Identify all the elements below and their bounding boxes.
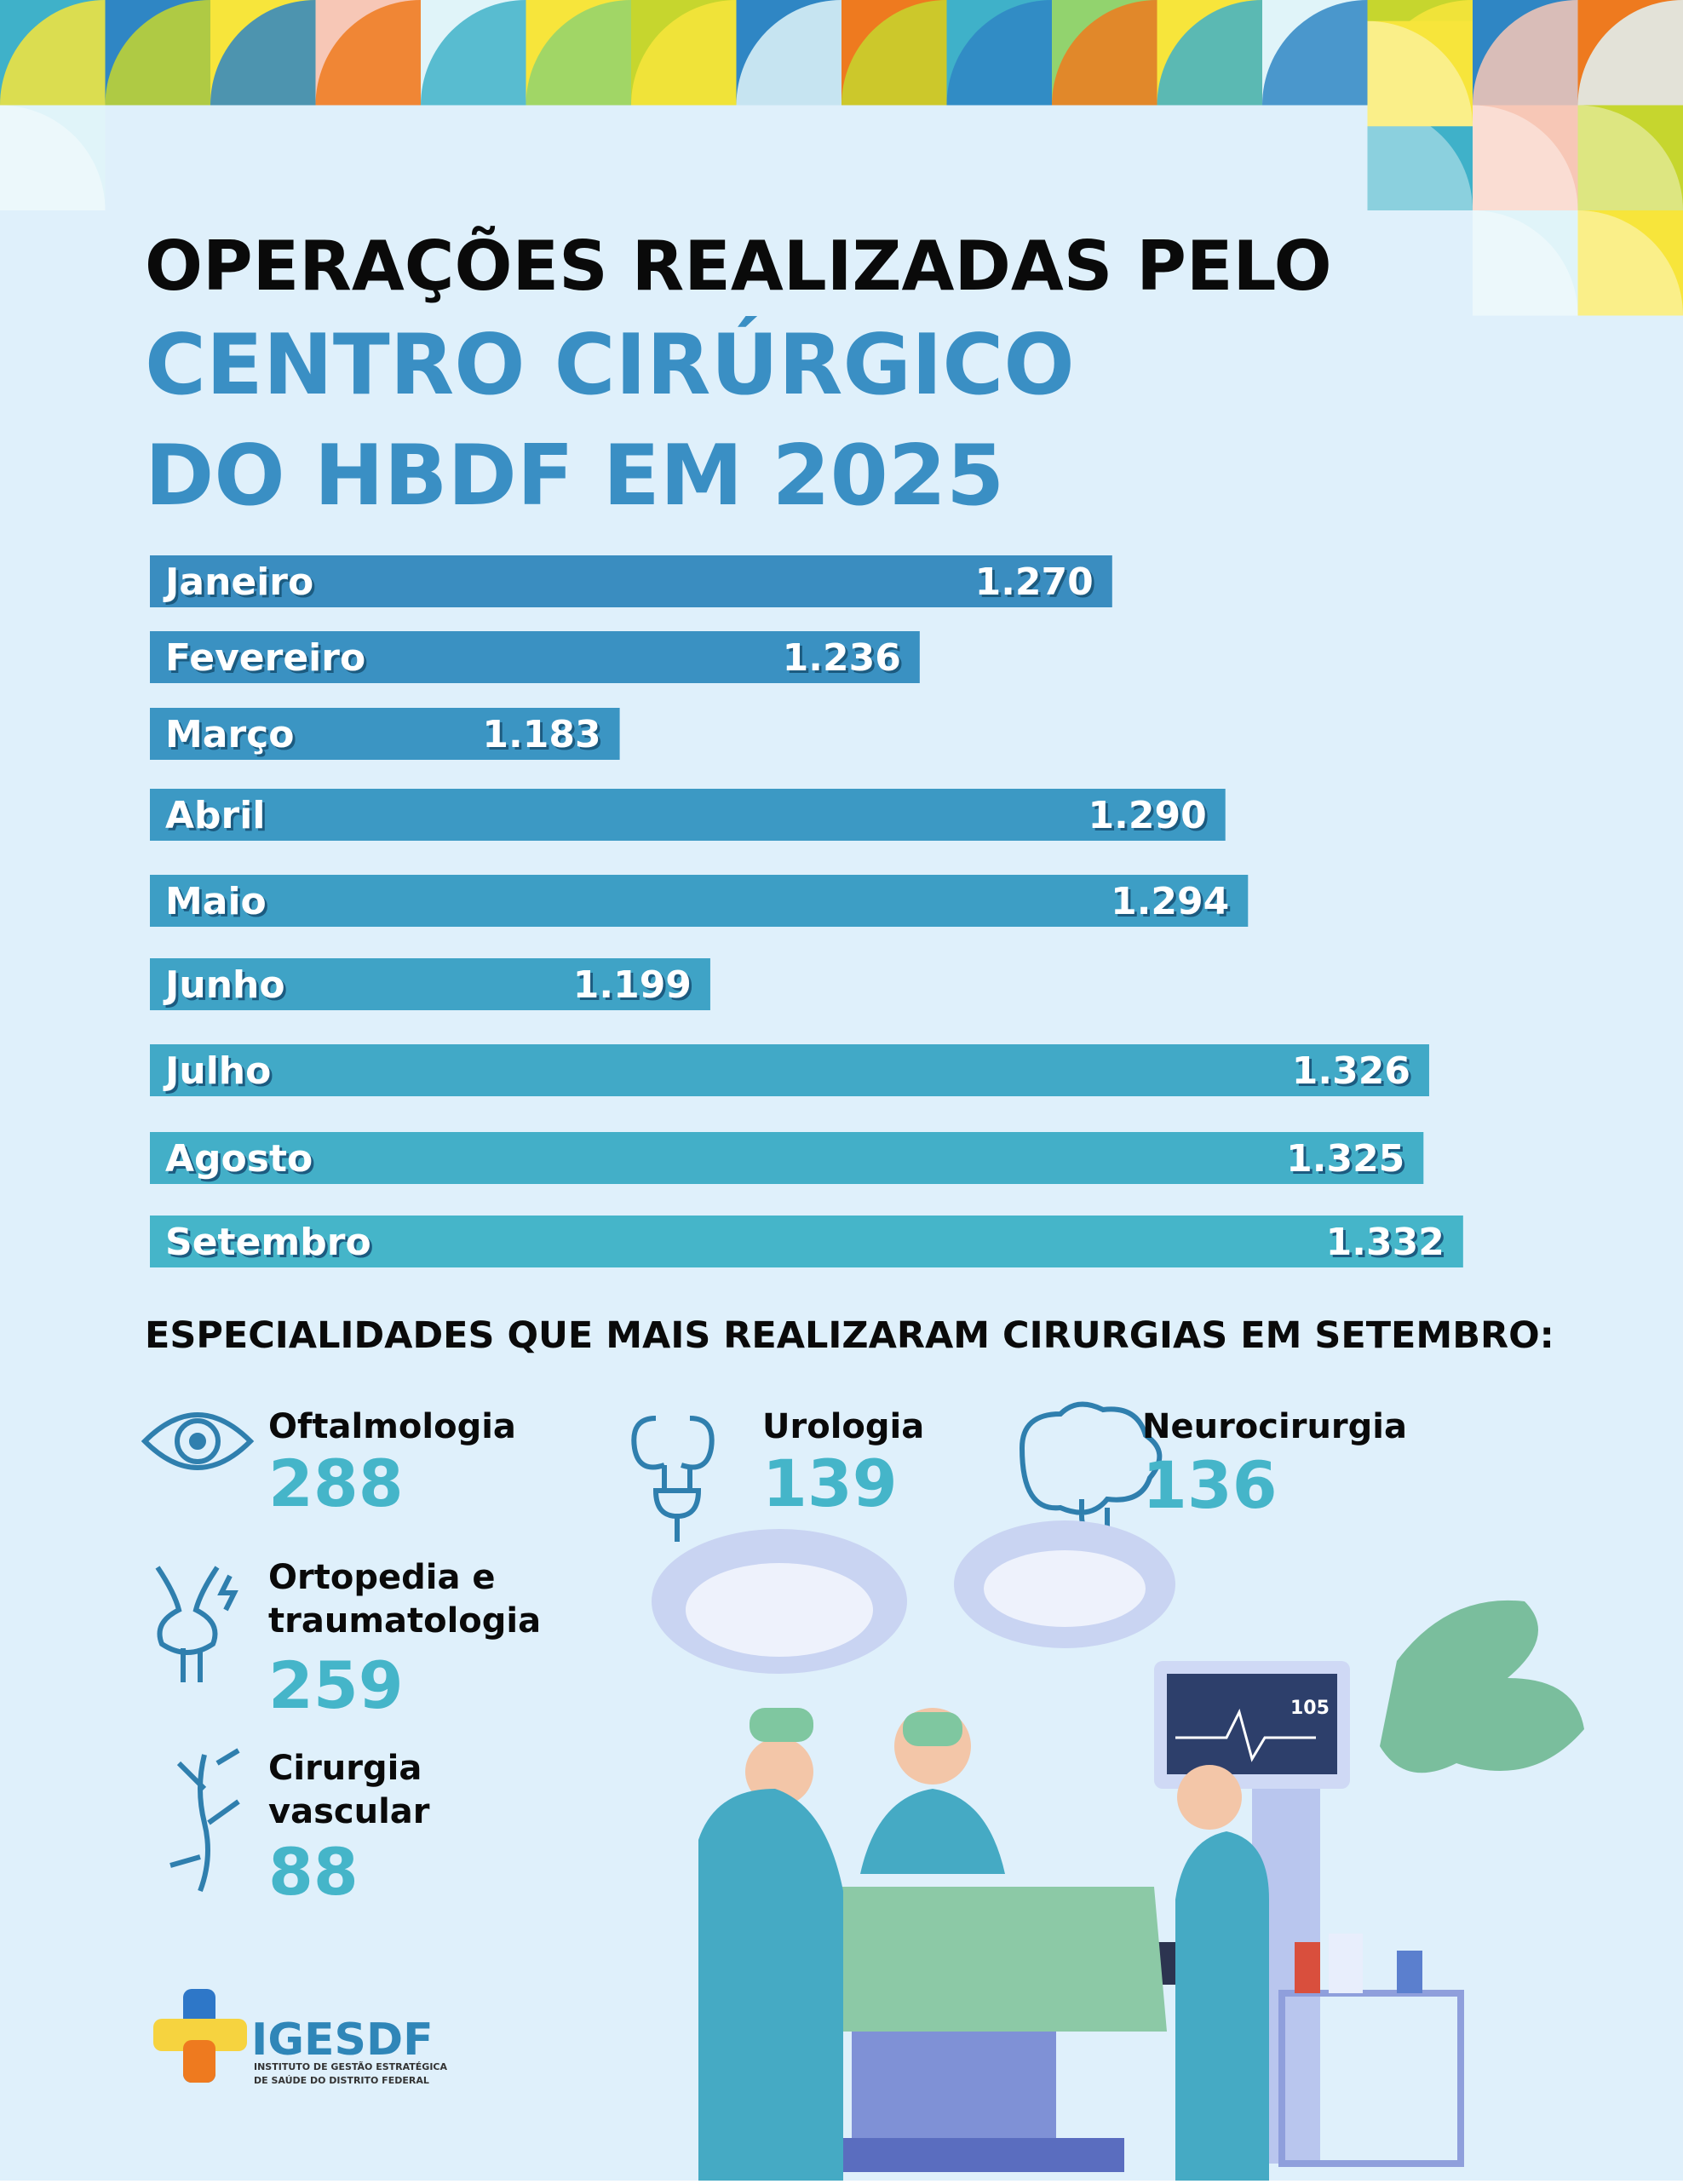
bar-value: 1.199	[573, 963, 692, 1007]
bar-value: 1.326	[1292, 1049, 1410, 1093]
specialty-value: 288	[268, 1445, 404, 1521]
title-line: DO HBDF EM 2025	[145, 428, 1004, 525]
bar-value: 1.270	[975, 560, 1094, 604]
specialty-name: Urologia	[762, 1407, 924, 1446]
section-heading: ESPECIALIDADES QUE MAIS REALIZARAM CIRUR…	[145, 1314, 1554, 1357]
bar-category: Janeiro	[163, 560, 313, 604]
bar	[150, 789, 1226, 841]
specialty-name: Oftalmologia	[268, 1407, 516, 1446]
bar-category: Junho	[163, 963, 285, 1007]
bar-value: 1.332	[1326, 1221, 1445, 1264]
bar	[150, 875, 1248, 927]
bar-value: 1.236	[783, 636, 901, 680]
logo-subtitle: DE SAÚDE DO DISTRITO FEDERAL	[254, 2075, 429, 2086]
title-line: OPERAÇÕES REALIZADAS PELO	[145, 226, 1332, 306]
bar-category: Abril	[165, 794, 265, 837]
logo-name: IGESDF	[251, 2014, 434, 2066]
bar-value: 1.294	[1111, 880, 1229, 923]
bar	[150, 1044, 1429, 1096]
logo-subtitle: INSTITUTO DE GESTÃO ESTRATÉGICA	[254, 2061, 448, 2072]
monitor-value: 105	[1290, 1698, 1330, 1719]
specialty-name: Cirurgia	[268, 1749, 422, 1788]
specialty-value: 136	[1142, 1447, 1278, 1523]
specialty-value: 88	[268, 1834, 359, 1910]
bar	[150, 1132, 1423, 1184]
bar-category: Agosto	[165, 1137, 313, 1181]
bar-value: 1.325	[1286, 1137, 1404, 1181]
specialty-name: vascular	[268, 1792, 430, 1831]
title-line: CENTRO CIRÚRGICO	[145, 315, 1075, 414]
bar-category: Setembro	[165, 1221, 371, 1264]
bar-category: Fevereiro	[165, 636, 365, 680]
specialty-name: Ortopedia e	[268, 1558, 495, 1597]
specialty-name: traumatologia	[268, 1601, 541, 1641]
specialty-value: 259	[268, 1647, 404, 1723]
bar-value: 1.290	[1088, 794, 1207, 837]
specialty-value: 139	[762, 1445, 898, 1521]
bar-category: Março	[165, 713, 295, 756]
bar-category: Julho	[163, 1049, 271, 1093]
bar-value: 1.183	[482, 713, 600, 756]
bar-category: Maio	[165, 880, 267, 923]
specialty-name: Neurocirurgia	[1142, 1407, 1407, 1446]
